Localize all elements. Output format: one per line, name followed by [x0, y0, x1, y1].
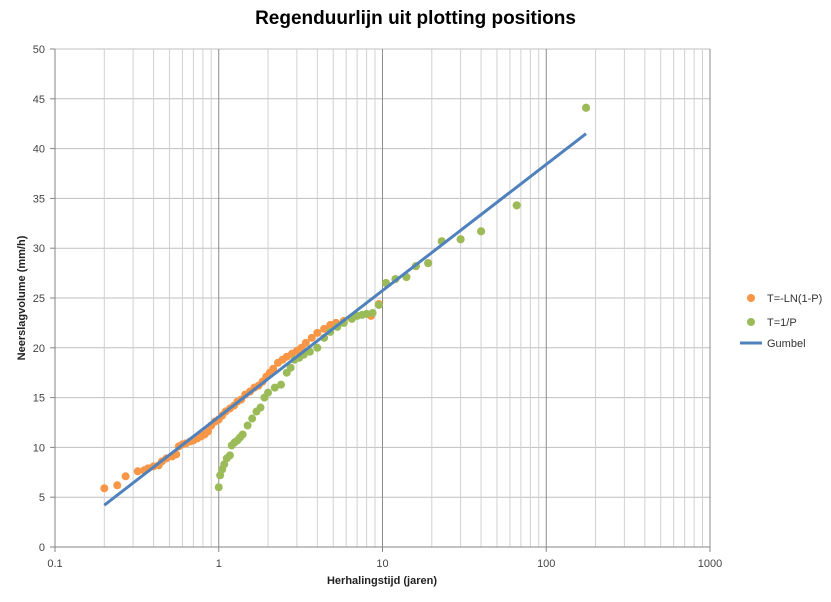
data-point [264, 388, 273, 397]
data-point [313, 343, 322, 352]
x-tick-label: 100 [537, 558, 555, 570]
x-tick-label: 0.1 [47, 558, 62, 570]
x-tick-label: 1 [216, 558, 222, 570]
legend-swatch [747, 294, 755, 302]
data-point [269, 364, 278, 373]
data-point [238, 430, 247, 439]
y-tick-label: 35 [33, 193, 45, 205]
data-point [512, 201, 521, 210]
y-tick-label: 40 [33, 144, 45, 156]
y-tick-label: 30 [33, 243, 45, 255]
chart-title: Regenduurlijn uit plotting positions [255, 8, 576, 29]
y-tick-label: 50 [33, 44, 45, 56]
tick-labels: 0 5 10 15 20 25 30 35 40 45 50 0.1 1 10 100 1000 [33, 44, 722, 570]
data-point [362, 309, 371, 318]
data-point [133, 467, 142, 476]
x-tick-label: 1000 [698, 558, 722, 570]
y-tick-label: 15 [33, 393, 45, 405]
y-tick-label: 5 [39, 492, 45, 504]
data-point [424, 259, 433, 268]
data-series [100, 103, 591, 507]
grid-lines [54, 48, 711, 548]
legend-swatch [747, 318, 755, 326]
legend-label: T=1/P [767, 317, 797, 329]
data-point [456, 235, 465, 244]
legend-label: Gumbel [767, 338, 806, 350]
legend-label: T=-LN(1-P) [767, 293, 822, 305]
data-point [113, 481, 122, 490]
data-point [270, 383, 279, 392]
x-tick-label: 10 [376, 558, 388, 570]
data-point [374, 300, 383, 309]
x-axis-label: Herhalingstijd (jaren) [327, 575, 437, 587]
y-tick-label: 0 [39, 542, 45, 554]
data-point [100, 484, 109, 493]
legend: T=-LN(1-P) T=1/P Gumbel [740, 293, 822, 350]
y-tick-label: 25 [33, 293, 45, 305]
data-point [225, 451, 234, 460]
y-tick-label: 10 [33, 442, 45, 454]
y-tick-label: 20 [33, 343, 45, 355]
data-point [248, 414, 257, 423]
data-point [277, 380, 286, 389]
data-point [368, 308, 377, 317]
data-point [307, 333, 316, 342]
data-point [320, 324, 329, 333]
y-axis-label: Neerslagvolume (mm/h) [16, 235, 28, 360]
data-point [214, 483, 223, 492]
data-point [301, 338, 310, 347]
data-point [286, 363, 295, 372]
series-2 [103, 132, 587, 507]
data-point [477, 227, 486, 236]
data-point [256, 403, 265, 412]
axes [50, 48, 711, 552]
data-point [121, 472, 130, 481]
data-point [204, 427, 213, 436]
data-point [243, 421, 252, 430]
gumbel-line [103, 132, 587, 507]
data-point [220, 460, 229, 469]
data-point [582, 103, 591, 112]
data-point [313, 328, 322, 337]
y-tick-label: 45 [33, 94, 45, 106]
